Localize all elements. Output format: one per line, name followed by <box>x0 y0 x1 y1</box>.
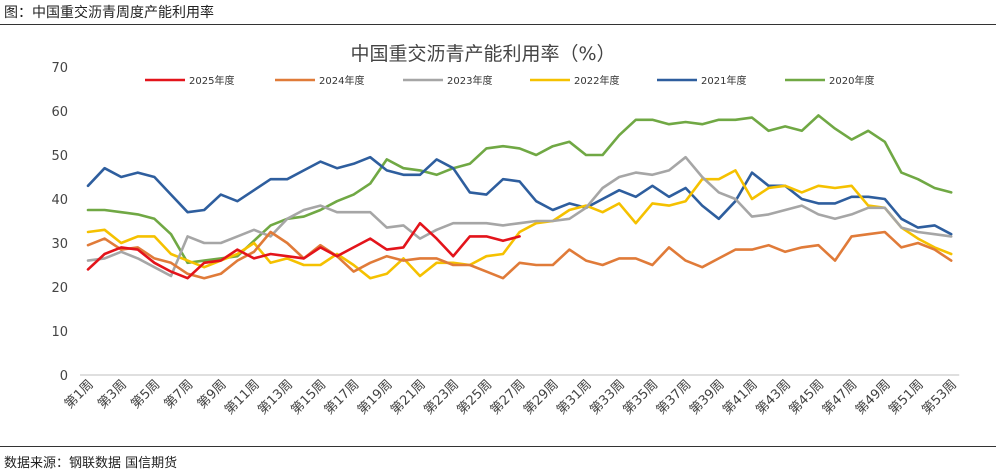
x-tick-label: 第37周 <box>654 377 695 418</box>
legend-label: 2022年度 <box>574 74 619 87</box>
legend-label: 2024年度 <box>319 74 364 87</box>
y-tick-label: 0 <box>60 369 68 384</box>
x-tick-label: 第47周 <box>820 377 861 418</box>
x-tick-label: 第53周 <box>919 377 960 418</box>
series-line <box>86 155 953 278</box>
y-tick-label: 40 <box>51 193 68 208</box>
y-tick-label: 10 <box>51 325 68 340</box>
y-tick-label: 70 <box>51 61 68 76</box>
x-tick-label: 第25周 <box>455 377 496 418</box>
x-tick-label: 第23周 <box>421 377 462 418</box>
chart-title: 中国重交沥青产能利用率（%） <box>350 43 615 65</box>
figure-caption: 图：中国重交沥青周度产能利用率 <box>4 5 214 21</box>
series-line <box>86 114 953 265</box>
y-tick-label: 60 <box>51 105 68 120</box>
legend-label: 2020年度 <box>829 74 874 87</box>
series-line <box>86 221 521 280</box>
y-tick-label: 20 <box>51 281 68 296</box>
y-axis: 0 10 20 30 40 50 60 70 <box>51 61 68 384</box>
x-tick-label: 第45周 <box>787 377 828 418</box>
series-lines <box>86 114 953 280</box>
y-tick-label: 50 <box>51 149 68 164</box>
y-tick-label: 30 <box>51 237 68 252</box>
series-line <box>86 169 953 280</box>
x-tick-label: 第43周 <box>753 377 794 418</box>
top-divider <box>0 24 996 25</box>
x-tick-label: 第13周 <box>255 377 296 418</box>
x-tick-label: 第27周 <box>488 377 529 418</box>
line-chart: 中国重交沥青产能利用率（%） 2025年度 2024年度 2023年度 2022年度 2… <box>51 43 960 418</box>
x-tick-label: 第3周 <box>95 377 130 412</box>
x-tick-label: 第17周 <box>322 377 363 418</box>
x-tick-label: 第31周 <box>554 377 595 418</box>
x-axis: 第1周第3周第5周第7周第9周第11周第13周第15周第17周第19周第21周第… <box>62 377 960 418</box>
x-tick-label: 第11周 <box>222 377 263 418</box>
source-note: 数据来源：钢联数据 国信期货 <box>4 456 178 471</box>
series-line <box>86 155 953 236</box>
bottom-divider <box>0 446 996 447</box>
x-tick-label: 第21周 <box>388 377 429 418</box>
legend-label: 2021年度 <box>701 74 746 87</box>
x-tick-label: 第5周 <box>128 377 163 412</box>
chart-legend: 2025年度 2024年度 2023年度 2022年度 2021年度 2020年度 <box>145 74 874 87</box>
x-tick-label: 第41周 <box>720 377 761 418</box>
x-tick-label: 第35周 <box>621 377 662 418</box>
legend-label: 2023年度 <box>447 74 492 87</box>
series-line <box>86 230 953 280</box>
x-tick-label: 第49周 <box>853 377 894 418</box>
x-tick-label: 第29周 <box>521 377 562 418</box>
x-tick-label: 第51周 <box>886 377 927 418</box>
x-tick-label: 第19周 <box>355 377 396 418</box>
x-tick-label: 第39周 <box>687 377 728 418</box>
legend-label: 2025年度 <box>189 74 234 87</box>
x-tick-label: 第33周 <box>587 377 628 418</box>
x-tick-label: 第15周 <box>289 377 330 418</box>
x-tick-label: 第7周 <box>162 377 197 412</box>
